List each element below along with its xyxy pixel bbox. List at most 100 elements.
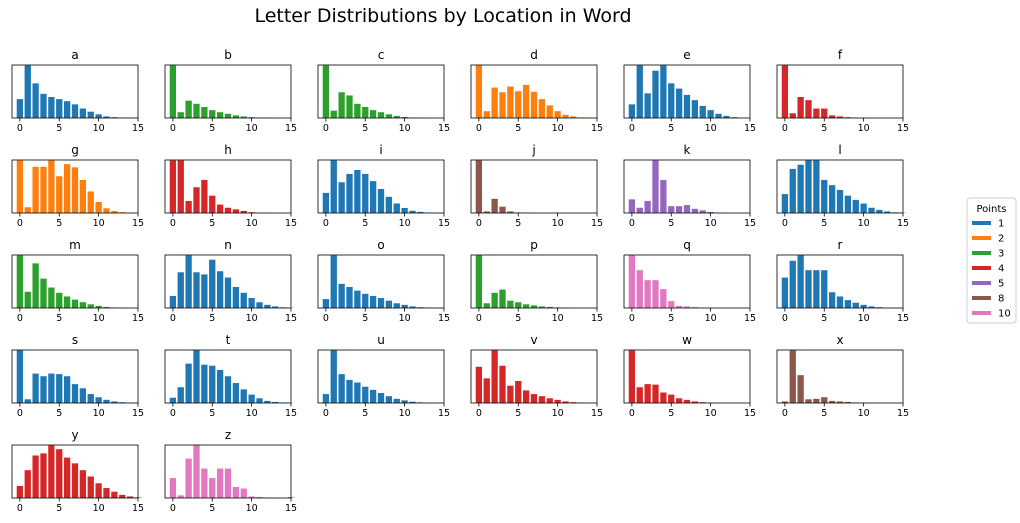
bar-t-3 xyxy=(193,350,200,403)
bar-c-8 xyxy=(385,114,393,118)
bar-h-5 xyxy=(209,195,216,213)
bar-u-0 xyxy=(322,394,330,403)
bar-x-0 xyxy=(781,401,789,403)
legend-entry-4: 4 xyxy=(972,264,1004,275)
bar-i-1 xyxy=(330,160,337,213)
panel-title-o: o xyxy=(377,238,384,252)
bar-l-0 xyxy=(781,194,789,213)
x-tick-label: 0 xyxy=(782,408,788,419)
bar-y-6 xyxy=(63,457,71,498)
bar-i-7 xyxy=(377,188,385,213)
bar-w-0 xyxy=(628,350,636,403)
legend-swatch xyxy=(972,236,991,240)
bar-m-10 xyxy=(95,305,102,308)
x-tick-label: 0 xyxy=(170,503,176,514)
bar-l-12 xyxy=(876,209,883,213)
x-tick-label: 15 xyxy=(132,313,144,324)
bar-m-7 xyxy=(71,299,79,308)
bar-r-6 xyxy=(828,292,836,308)
bar-g-12 xyxy=(111,210,118,213)
bar-r-2 xyxy=(797,255,804,308)
bar-r-0 xyxy=(781,277,789,308)
bar-o-6 xyxy=(369,295,377,308)
bar-s-11 xyxy=(103,399,110,403)
bar-l-9 xyxy=(852,199,859,213)
legend-entry-5: 5 xyxy=(972,279,1004,290)
panel-o: o 0 5 10 15 xyxy=(317,238,450,324)
bar-u-4 xyxy=(354,382,361,403)
panel-frame xyxy=(11,349,139,404)
bar-q-5 xyxy=(668,301,675,308)
bar-b-4 xyxy=(201,106,208,118)
bar-t-5 xyxy=(209,365,216,403)
bar-l-7 xyxy=(836,189,844,213)
bar-a-2 xyxy=(32,83,39,118)
x-tick-label: 10 xyxy=(246,313,258,324)
bar-v-1 xyxy=(483,378,490,403)
bar-k-10 xyxy=(707,211,714,213)
bar-h-2 xyxy=(185,200,192,213)
bar-b-2 xyxy=(185,100,192,118)
bar-z-4 xyxy=(201,468,208,498)
panel-frame xyxy=(623,159,751,214)
x-tick-label: 5 xyxy=(56,408,62,419)
x-tick-label: 10 xyxy=(552,313,564,324)
bar-k-0 xyxy=(628,199,636,213)
bar-h-4 xyxy=(201,179,208,213)
x-tick-label: 5 xyxy=(515,313,521,324)
bar-a-9 xyxy=(87,111,94,118)
panel-title-w: w xyxy=(682,333,692,347)
bar-i-10 xyxy=(401,207,408,213)
bar-g-10 xyxy=(95,201,102,213)
legend-entry-1: 1 xyxy=(972,219,1004,230)
bar-i-0 xyxy=(322,192,330,213)
panel-title-m: m xyxy=(69,238,81,252)
legend-label: 5 xyxy=(998,279,1004,290)
x-tick-label: 15 xyxy=(744,408,756,419)
bar-f-7 xyxy=(836,116,844,118)
panel-r: r 0 5 10 15 xyxy=(776,238,909,324)
bar-c-10 xyxy=(401,116,408,118)
bar-o-10 xyxy=(401,304,408,308)
bar-e-10 xyxy=(707,110,714,118)
panel-title-v: v xyxy=(530,333,537,347)
bar-y-3 xyxy=(40,453,47,498)
panel-title-u: u xyxy=(377,333,385,347)
bar-o-7 xyxy=(377,298,385,308)
x-tick-label: 5 xyxy=(56,503,62,514)
bar-x-8 xyxy=(844,401,852,403)
bar-o-8 xyxy=(385,300,393,308)
bar-d-2 xyxy=(491,87,498,118)
panel-frame xyxy=(623,64,751,119)
panel-d: d 0 5 10 15 xyxy=(470,48,603,134)
x-tick-label: 0 xyxy=(629,408,635,419)
x-tick-label: 5 xyxy=(209,123,215,134)
x-tick-label: 15 xyxy=(132,503,144,514)
bar-l-8 xyxy=(844,195,852,213)
bar-t-0 xyxy=(169,397,177,403)
bar-i-12 xyxy=(417,211,424,213)
bar-p-3 xyxy=(499,289,506,308)
bar-s-8 xyxy=(79,388,87,403)
bar-l-5 xyxy=(821,179,828,213)
bar-e-8 xyxy=(691,100,699,118)
panel-title-d: d xyxy=(530,48,538,62)
bar-k-3 xyxy=(652,160,659,213)
bar-p-8 xyxy=(538,306,546,308)
bar-o-2 xyxy=(338,283,345,308)
bar-x-1 xyxy=(789,350,796,403)
bar-l-1 xyxy=(789,168,796,213)
x-tick-label: 5 xyxy=(515,218,521,229)
legend-title: Points xyxy=(976,204,1006,215)
bar-y-12 xyxy=(111,491,118,498)
bar-l-6 xyxy=(828,185,836,213)
bar-f-3 xyxy=(805,100,812,118)
x-tick-label: 10 xyxy=(93,123,105,134)
bar-u-7 xyxy=(377,393,385,403)
panel-g: g 0 5 10 15 xyxy=(11,143,144,229)
bar-i-3 xyxy=(346,173,353,213)
panel-frame xyxy=(164,254,292,309)
panel-frame xyxy=(470,159,598,214)
bar-p-7 xyxy=(530,305,538,308)
bar-u-5 xyxy=(362,386,369,403)
